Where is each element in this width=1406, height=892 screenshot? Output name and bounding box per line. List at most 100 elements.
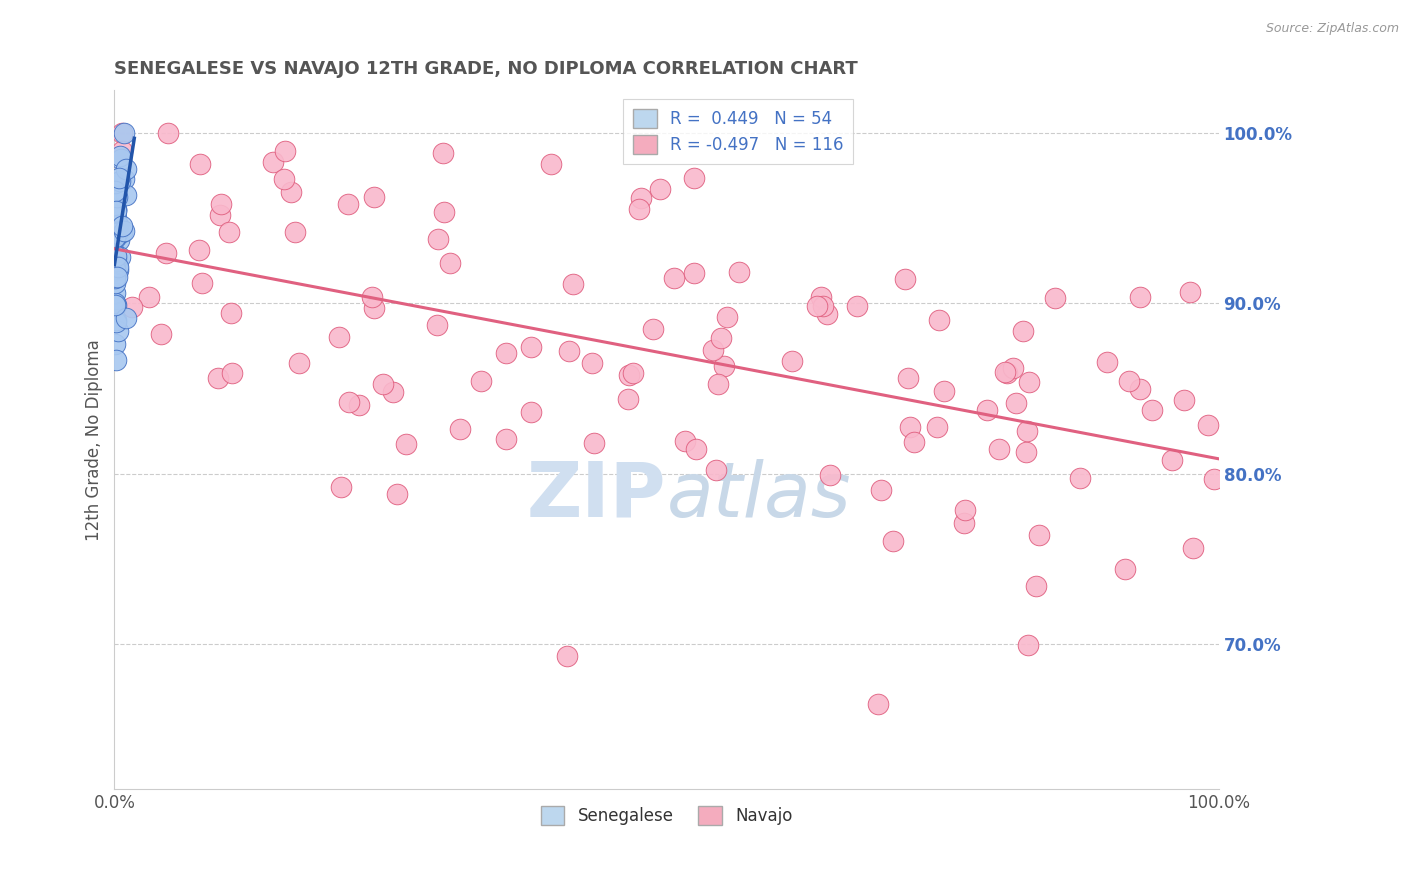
Point: [373, 376, 395, 391]
Point: [190, 276, 212, 290]
Point: [1173, 392, 1195, 407]
Point: [1011, 324, 1033, 338]
Point: [262, 155, 284, 169]
Point: [643, 321, 665, 335]
Point: [898, 419, 921, 434]
Text: atlas: atlas: [666, 458, 851, 533]
Point: [716, 310, 738, 324]
Point: [121, 300, 143, 314]
Point: [104, 277, 127, 291]
Point: [104, 230, 127, 244]
Point: [104, 297, 127, 311]
Point: [555, 648, 578, 663]
Point: [104, 271, 127, 285]
Text: ZIP: ZIP: [527, 458, 666, 533]
Point: [382, 384, 405, 399]
Point: [209, 197, 232, 211]
Point: [866, 697, 889, 711]
Point: [105, 353, 128, 368]
Point: [976, 402, 998, 417]
Point: [107, 219, 129, 233]
Point: [112, 126, 135, 140]
Point: [1140, 403, 1163, 417]
Point: [284, 225, 307, 239]
Point: [104, 298, 127, 312]
Point: [337, 196, 360, 211]
Point: [104, 204, 127, 219]
Point: [104, 263, 127, 277]
Point: [155, 246, 177, 260]
Point: [897, 371, 920, 385]
Point: [1114, 562, 1136, 576]
Point: [1202, 472, 1225, 486]
Point: [105, 260, 128, 274]
Point: [558, 343, 581, 358]
Point: [995, 366, 1018, 380]
Point: [104, 208, 127, 222]
Point: [953, 502, 976, 516]
Point: [108, 174, 131, 188]
Point: [520, 405, 543, 419]
Point: [495, 433, 517, 447]
Point: [363, 190, 385, 204]
Point: [1028, 528, 1050, 542]
Point: [495, 346, 517, 360]
Point: [433, 205, 456, 219]
Point: [104, 211, 127, 225]
Point: [105, 230, 128, 244]
Point: [395, 436, 418, 450]
Point: [104, 268, 127, 283]
Point: [617, 392, 640, 406]
Point: [105, 226, 128, 240]
Point: [619, 368, 641, 382]
Point: [347, 398, 370, 412]
Point: [704, 463, 727, 477]
Point: [648, 182, 671, 196]
Point: [934, 384, 956, 399]
Point: [387, 486, 409, 500]
Point: [1095, 355, 1118, 369]
Point: [111, 145, 134, 159]
Point: [330, 480, 353, 494]
Point: [869, 483, 891, 498]
Point: [818, 467, 841, 482]
Point: [1043, 291, 1066, 305]
Point: [207, 371, 229, 385]
Point: [104, 337, 127, 351]
Point: [630, 191, 652, 205]
Point: [1178, 285, 1201, 299]
Point: [280, 185, 302, 199]
Point: [110, 152, 132, 166]
Point: [105, 226, 128, 240]
Text: SENEGALESE VS NAVAJO 12TH GRADE, NO DIPLOMA CORRELATION CHART: SENEGALESE VS NAVAJO 12TH GRADE, NO DIPL…: [114, 60, 858, 78]
Point: [1129, 383, 1152, 397]
Point: [103, 296, 125, 310]
Point: [104, 286, 127, 301]
Point: [188, 243, 211, 257]
Point: [426, 318, 449, 332]
Point: [149, 326, 172, 341]
Y-axis label: 12th Grade, No Diploma: 12th Grade, No Diploma: [86, 339, 103, 541]
Point: [540, 156, 562, 170]
Point: [104, 314, 127, 328]
Point: [274, 144, 297, 158]
Point: [581, 356, 603, 370]
Point: [104, 249, 127, 263]
Legend: Senegalese, Navajo: Senegalese, Navajo: [533, 797, 801, 833]
Point: [702, 343, 724, 357]
Point: [115, 162, 138, 177]
Point: [928, 313, 950, 327]
Point: [713, 359, 735, 373]
Point: [107, 260, 129, 275]
Point: [107, 227, 129, 241]
Point: [104, 176, 127, 190]
Point: [104, 202, 127, 217]
Point: [682, 266, 704, 280]
Point: [1069, 470, 1091, 484]
Point: [111, 126, 134, 140]
Point: [208, 208, 231, 222]
Point: [782, 353, 804, 368]
Point: [1017, 638, 1039, 652]
Point: [104, 260, 127, 275]
Point: [432, 146, 454, 161]
